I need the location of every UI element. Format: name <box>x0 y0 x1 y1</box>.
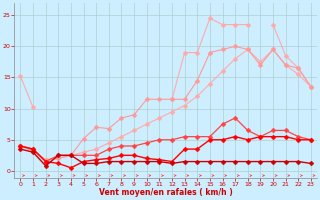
X-axis label: Vent moyen/en rafales ( km/h ): Vent moyen/en rafales ( km/h ) <box>99 188 233 197</box>
